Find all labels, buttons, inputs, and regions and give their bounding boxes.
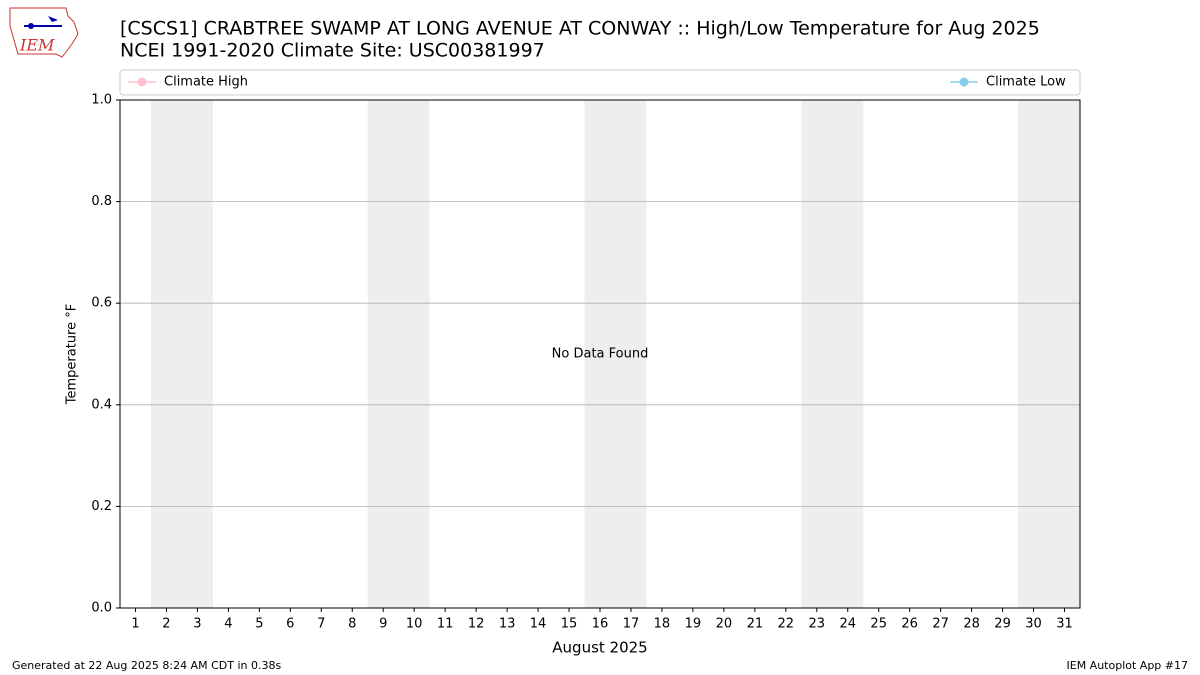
chart-subtitle: NCEI 1991-2020 Climate Site: USC00381997 bbox=[120, 40, 545, 62]
weekend-band bbox=[367, 100, 430, 608]
x-tick-label: 18 bbox=[654, 617, 671, 632]
x-tick-label: 15 bbox=[561, 617, 578, 632]
x-tick-label: 7 bbox=[317, 617, 325, 632]
x-tick-label: 6 bbox=[286, 617, 294, 632]
x-tick-label: 27 bbox=[932, 617, 949, 632]
x-tick-label: 31 bbox=[1056, 617, 1073, 632]
weekend-band bbox=[584, 100, 647, 608]
x-tick-label: 30 bbox=[1025, 617, 1042, 632]
y-tick-label: 0.8 bbox=[91, 194, 112, 209]
y-tick-label: 0.6 bbox=[91, 296, 112, 311]
legend-label: Climate High bbox=[164, 75, 248, 90]
x-tick-label: 21 bbox=[747, 617, 764, 632]
annotation: No Data Found bbox=[552, 347, 649, 362]
x-tick-label: 28 bbox=[963, 617, 980, 632]
x-tick-label: 4 bbox=[224, 617, 232, 632]
x-tick-label: 14 bbox=[530, 617, 547, 632]
weekend-band bbox=[150, 100, 213, 608]
x-tick-label: 16 bbox=[592, 617, 609, 632]
x-tick-label: 2 bbox=[162, 617, 170, 632]
x-tick-label: 17 bbox=[623, 617, 640, 632]
plot-frame bbox=[119, 99, 1081, 609]
footer-right: IEM Autoplot App #17 bbox=[1067, 659, 1189, 672]
y-axis-label: Temperature °F bbox=[65, 304, 80, 405]
x-tick-label: 23 bbox=[809, 617, 826, 632]
x-axis-label: August 2025 bbox=[552, 639, 647, 657]
logo-text: IEM bbox=[19, 36, 55, 55]
y-tick-label: 1.0 bbox=[91, 93, 112, 108]
weekend-band bbox=[1018, 100, 1080, 608]
x-tick-label: 13 bbox=[499, 617, 516, 632]
legend-marker bbox=[137, 77, 147, 87]
y-tick-label: 0.4 bbox=[91, 397, 112, 412]
x-tick-label: 26 bbox=[901, 617, 918, 632]
footer-left: Generated at 22 Aug 2025 8:24 AM CDT in … bbox=[12, 659, 281, 672]
x-tick-label: 22 bbox=[778, 617, 795, 632]
x-tick-label: 19 bbox=[685, 617, 702, 632]
x-tick-label: 12 bbox=[468, 617, 485, 632]
x-tick-label: 8 bbox=[348, 617, 356, 632]
x-tick-label: 11 bbox=[437, 617, 454, 632]
logo: IEM bbox=[9, 7, 79, 58]
legend-box bbox=[119, 69, 1081, 96]
x-tick-label: 25 bbox=[870, 617, 887, 632]
x-tick-label: 20 bbox=[716, 617, 733, 632]
weekend-band bbox=[801, 100, 864, 608]
x-tick-label: 24 bbox=[839, 617, 856, 632]
x-tick-label: 10 bbox=[406, 617, 423, 632]
chart-title: [CSCS1] CRABTREE SWAMP AT LONG AVENUE AT… bbox=[120, 18, 1040, 40]
x-tick-label: 9 bbox=[379, 617, 387, 632]
legend-label: Climate Low bbox=[986, 75, 1066, 90]
y-tick-label: 0.0 bbox=[91, 601, 112, 616]
x-tick-label: 29 bbox=[994, 617, 1011, 632]
y-tick-label: 0.2 bbox=[91, 499, 112, 514]
legend-marker bbox=[959, 77, 969, 87]
x-tick-label: 1 bbox=[131, 617, 139, 632]
x-tick-label: 5 bbox=[255, 617, 263, 632]
x-tick-label: 3 bbox=[193, 617, 201, 632]
